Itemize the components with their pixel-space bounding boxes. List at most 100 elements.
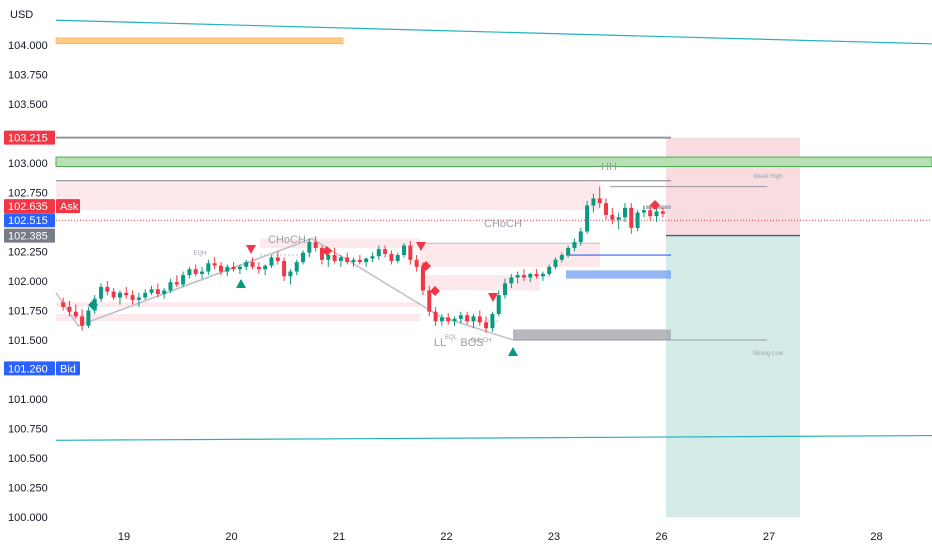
sell-diamond-3 (430, 286, 440, 296)
x-tick-label-7: 28 (870, 531, 882, 543)
y-tick-label-11: 100.500 (8, 453, 48, 465)
markers-layer (88, 200, 660, 356)
price-tag-value-2: 102.515 (8, 215, 48, 227)
annotation-choch-3: CHoCH (471, 338, 492, 344)
candle-body-13 (143, 292, 148, 298)
y-tick-label-2: 103.500 (8, 99, 48, 111)
candle-body-26 (225, 266, 230, 272)
candle-body-90 (629, 207, 634, 228)
candle-body-82 (578, 231, 583, 243)
price-tag-bg-3 (4, 228, 55, 243)
candle-body-28 (237, 266, 242, 270)
candle-body-14 (149, 289, 154, 293)
candle-body-92 (641, 210, 646, 213)
candle-body-68 (490, 314, 495, 329)
price-tag-suffix-bg-1 (56, 199, 80, 214)
price-tag-bg-4 (4, 361, 55, 376)
candle-body-3 (80, 316, 85, 326)
lines-layer (55, 19, 932, 441)
candle-body-8 (111, 291, 116, 298)
candle-body-46 (351, 259, 356, 263)
candle-body-24 (212, 263, 217, 266)
sell-diamond-1 (322, 246, 332, 256)
y-tick-label-0: 104.000 (8, 40, 48, 52)
y-tick-label-1: 103.750 (8, 70, 48, 82)
candle-body-6 (99, 286, 104, 299)
zigzag-up-leg (77, 237, 313, 327)
price-tag-value-0: 103.215 (8, 133, 48, 145)
y-tick-label-6: 102.000 (8, 276, 48, 288)
buy-signal-arrow-1 (236, 279, 246, 288)
candle-body-73 (521, 275, 526, 278)
candle-body-57 (420, 266, 425, 291)
sell-diamond-2 (421, 261, 431, 271)
candle-body-65 (471, 316, 476, 322)
candle-body-25 (218, 265, 223, 272)
candle-body-59 (433, 311, 438, 322)
green-supply-zone (55, 156, 932, 168)
candle-body-16 (162, 290, 167, 294)
candle-body-72 (515, 275, 520, 278)
candle-body-63 (458, 315, 463, 319)
candle-body-22 (200, 271, 205, 274)
orange-zone (55, 37, 344, 45)
candle-body-87 (610, 214, 615, 220)
candle-body-4 (86, 310, 91, 326)
candle-body-40 (313, 242, 318, 248)
candle-body-1 (67, 306, 72, 312)
y-tick-label-10: 100.750 (8, 424, 48, 436)
pink-fvg-zone-4 (260, 238, 420, 248)
candle-body-11 (130, 295, 135, 300)
candle-body-86 (604, 203, 609, 215)
candle-body-47 (357, 259, 362, 263)
candle-body-56 (414, 259, 419, 267)
candle-body-77 (547, 266, 552, 274)
candle-body-33 (269, 257, 274, 266)
candle-body-20 (187, 269, 192, 276)
candle-body-41 (319, 247, 324, 260)
candle-body-12 (136, 297, 141, 300)
candle-body-19 (181, 275, 186, 285)
y-tick-label-3: 103.000 (8, 158, 48, 170)
candle-body-76 (540, 273, 545, 277)
candle-body-58 (427, 290, 432, 312)
candle-body-18 (174, 282, 179, 285)
y-tick-label-13: 100.000 (8, 512, 48, 524)
candle-body-9 (117, 292, 122, 298)
candle-body-66 (477, 316, 482, 323)
teal-lower-trendline (55, 434, 932, 441)
candle-body-84 (591, 198, 596, 206)
x-tick-label-4: 23 (548, 531, 560, 543)
candle-body-17 (168, 282, 173, 291)
candle-body-15 (155, 289, 160, 294)
sell-diamond-4 (650, 200, 660, 210)
price-tag-bg-1 (4, 199, 55, 214)
y-tick-label-9: 101.000 (8, 394, 48, 406)
annotation-bos: BOS (460, 337, 483, 349)
y-tick-label-8: 101.500 (8, 335, 48, 347)
candle-body-32 (263, 265, 268, 270)
sell-signal-arrow-2 (416, 242, 426, 251)
zones-layer (55, 37, 932, 517)
candle-body-50 (376, 249, 381, 257)
candle-body-94 (654, 211, 659, 217)
candle-body-23 (206, 263, 211, 272)
candle-body-38 (301, 252, 306, 263)
candle-body-34 (275, 257, 280, 261)
candle-body-64 (465, 315, 470, 322)
candle-body-89 (622, 207, 627, 218)
candle-body-10 (124, 292, 129, 296)
x-tick-label-1: 20 (225, 531, 237, 543)
price-tag-value-4: 101.260 (8, 363, 48, 375)
y-tick-label-12: 100.250 (8, 483, 48, 495)
candle-body-43 (332, 255, 337, 261)
candles-layer (61, 186, 665, 333)
candle-body-83 (585, 205, 590, 232)
candle-body-7 (105, 286, 110, 292)
annotation-strong-low: Strong Low (753, 351, 784, 357)
candle-body-37 (294, 262, 299, 272)
buy-signal-arrow-2 (508, 347, 518, 356)
candle-body-39 (307, 242, 312, 253)
